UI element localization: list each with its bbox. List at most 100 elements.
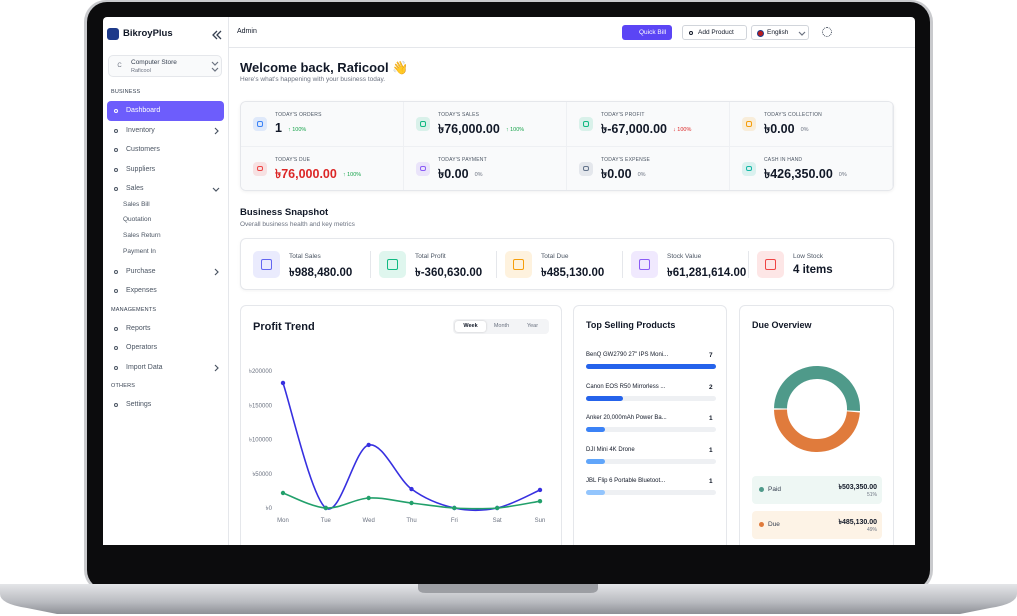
legend-label: Paid: [768, 486, 782, 493]
section-title: OTHERS: [111, 383, 136, 390]
icon: [742, 161, 756, 176]
stat-label: TODAY'S DUE: [275, 156, 311, 163]
period-tab[interactable]: Year: [526, 323, 539, 329]
legend-row: Due ৳485,130.00 49%: [752, 511, 882, 539]
nav-label: Import Data: [126, 363, 163, 371]
icon: [111, 165, 121, 175]
icon-glyph: [261, 259, 272, 270]
legend-percent: 51%: [866, 492, 877, 498]
add-product-button[interactable]: Add Product: [682, 25, 747, 40]
y-tick-label: ৳50000: [252, 471, 272, 478]
stat-cell: CASH IN HAND ৳426,350.00 0%: [730, 146, 893, 190]
legend-dot: [759, 487, 764, 492]
nav-item[interactable]: Operators: [107, 338, 224, 358]
donut-chart: [774, 366, 860, 452]
nav-item[interactable]: Import Data: [107, 358, 224, 378]
stat-value: ৳0.00: [601, 166, 632, 181]
nav-label: Operators: [126, 344, 158, 352]
period-tab[interactable]: Week: [455, 321, 486, 332]
nav-subitem[interactable]: Quotation: [123, 216, 152, 224]
icon: [379, 251, 406, 278]
theme-toggle[interactable]: [822, 27, 832, 37]
nav-item[interactable]: Dashboard: [107, 101, 224, 121]
progress-track: [586, 427, 716, 432]
store-switcher[interactable]: C Computer Store Raficool: [108, 55, 222, 77]
nav-label: Suppliers: [126, 165, 156, 173]
icon-glyph: [257, 165, 263, 172]
button-label: Quick Bill: [639, 28, 667, 36]
data-point: [537, 487, 543, 493]
stat-change: ↓ 100%: [673, 127, 692, 133]
collapse-button[interactable]: [212, 30, 222, 40]
period-tab[interactable]: Month: [493, 323, 510, 329]
divider: [496, 251, 497, 278]
collapse-glyph: [212, 30, 222, 40]
nav-subitem[interactable]: Sales Return: [123, 232, 161, 240]
icon: [111, 324, 121, 334]
icon-glyph: [639, 259, 650, 270]
nav-item[interactable]: Customers: [107, 140, 224, 160]
product-qty: 1: [709, 446, 713, 454]
stat-label: TODAY'S PAYMENT: [438, 156, 487, 163]
legend-percent: 49%: [866, 527, 877, 533]
nav-item[interactable]: Purchase: [107, 262, 224, 282]
icon: [579, 117, 593, 131]
icon-glyph: [513, 259, 524, 270]
nav-subitem[interactable]: Payment In: [123, 247, 156, 255]
icon: [253, 251, 280, 278]
data-point: [280, 490, 286, 496]
stat-cell: TODAY'S ORDERS 1 ↑ 100%: [241, 102, 404, 147]
legend-amount: ৳503,350.00: [838, 484, 877, 491]
stat-value: ৳0.00: [764, 122, 795, 136]
nav-item[interactable]: Expenses: [107, 281, 224, 301]
icon-glyph: [114, 167, 118, 172]
stat-value: ৳426,350.00: [764, 166, 833, 181]
y-tick-label: ৳200000: [249, 368, 273, 375]
progress-bar: [586, 458, 605, 464]
snapshot-value: ৳988,480.00: [289, 267, 353, 279]
snapshot-label: Total Profit: [415, 253, 446, 260]
data-point: [494, 505, 500, 511]
welcome-title: Welcome back, Raficool 👋: [240, 60, 409, 75]
language-select[interactable]: English: [751, 25, 809, 40]
nav-label: Sales: [126, 185, 144, 192]
icon-glyph: [114, 403, 118, 408]
stats-card: TODAY'S ORDERS 1 ↑ 100% TODAY'S SALES ৳76,00…: [240, 101, 894, 191]
stat-change: ↑ 100%: [505, 127, 525, 133]
product-name: Anker 20,000mAh Power Ba...: [586, 415, 667, 421]
nav-item[interactable]: Sales: [107, 179, 224, 199]
nav-item[interactable]: Settings: [107, 395, 224, 415]
x-tick-label: Mon: [277, 518, 289, 524]
stat-label: TODAY'S ORDERS: [275, 112, 322, 118]
x-tick-label: Sun: [535, 518, 546, 524]
nav-item[interactable]: Inventory: [107, 121, 224, 141]
icon: [111, 286, 121, 296]
nav-label: Customers: [126, 146, 160, 153]
nav-subitem[interactable]: Sales Bill: [123, 200, 150, 208]
chevron-path: [798, 31, 806, 36]
progress-bar: [586, 490, 605, 495]
icon: [111, 400, 121, 410]
icon: [111, 184, 121, 194]
logo: [107, 28, 119, 40]
icon-glyph: [746, 165, 752, 172]
icon: [111, 267, 121, 277]
stat-label: TODAY'S COLLECTION: [764, 112, 822, 118]
icon: [416, 161, 430, 176]
icon-glyph: [746, 121, 752, 127]
icon: [111, 106, 121, 116]
icon-glyph: [765, 259, 776, 270]
icon: [757, 251, 784, 278]
chevron-path: [214, 268, 219, 276]
chevron: [211, 61, 219, 66]
nav-item[interactable]: Reports: [107, 319, 224, 339]
top-selling-card: Top Selling Products BenQ GW2790 27" IPS …: [573, 305, 727, 545]
nav-item[interactable]: Suppliers: [107, 160, 224, 180]
product-name: BenQ GW2790 27" IPS Moni...: [586, 352, 669, 358]
nav-label: Inventory: [126, 126, 155, 134]
icon-glyph: [583, 165, 589, 172]
notch: [418, 584, 598, 593]
snapshot-value: 4 items: [793, 264, 833, 276]
quick-bill-button[interactable]: Quick Bill: [622, 25, 672, 40]
